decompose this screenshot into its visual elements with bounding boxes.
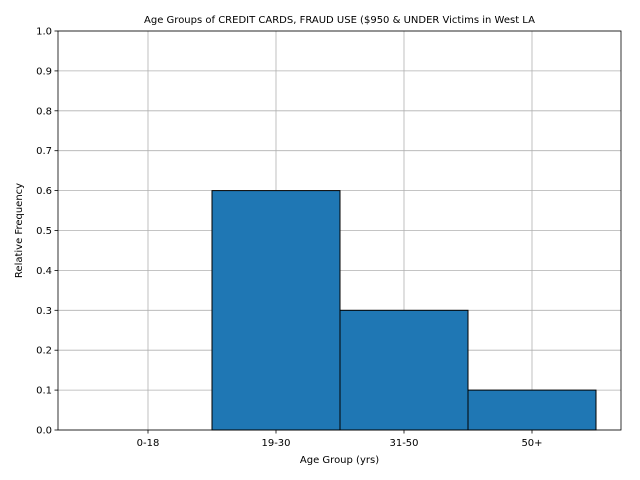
bar-31-50 (339, 309, 469, 431)
axes-layer: 0.0 0.1 0.2 0.3 0.4 0.5 0.6 0.7 0.8 0.9 1.0 0-18 19-… (36, 27, 622, 449)
y-tick-label: 0.8 (36, 106, 52, 117)
y-tick-label: 0.0 (36, 426, 52, 437)
x-axis-label: Age Group (yrs) (300, 455, 379, 466)
y-tick-label: 0.2 (36, 346, 52, 357)
y-axis-label: Relative Frequency (14, 183, 25, 278)
y-tick-label: 1.0 (36, 27, 52, 38)
bar-50+ (467, 389, 597, 431)
y-tick-label: 0.5 (36, 226, 52, 237)
x-tick-label: 50+ (521, 438, 542, 449)
chart-title: Age Groups of CREDIT CARDS, FRAUD USE ($… (144, 15, 535, 26)
y-tick-label: 0.1 (36, 386, 52, 397)
x-tick-label: 0-18 (137, 438, 160, 449)
x-tick-label: 31-50 (389, 438, 418, 449)
y-tick-label: 0.3 (36, 306, 52, 317)
y-tick-label: 0.9 (36, 66, 52, 77)
plot-frame (57, 30, 622, 431)
bar-19-30 (211, 190, 341, 431)
y-tick-label: 0.7 (36, 146, 52, 157)
y-tick-label: 0.6 (36, 186, 52, 197)
y-tick-label: 0.4 (36, 266, 52, 277)
bars-layer (211, 190, 597, 431)
x-tick-label: 19-30 (261, 438, 290, 449)
